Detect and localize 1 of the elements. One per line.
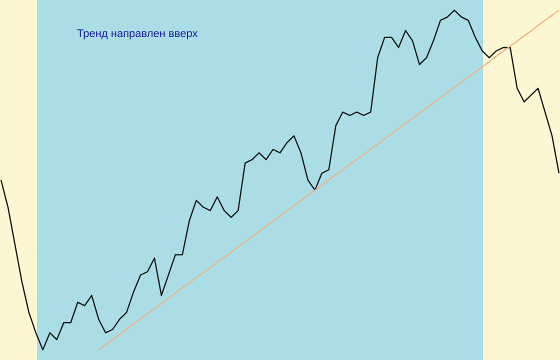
annotation: Тренд направлен вверх [77,28,198,40]
